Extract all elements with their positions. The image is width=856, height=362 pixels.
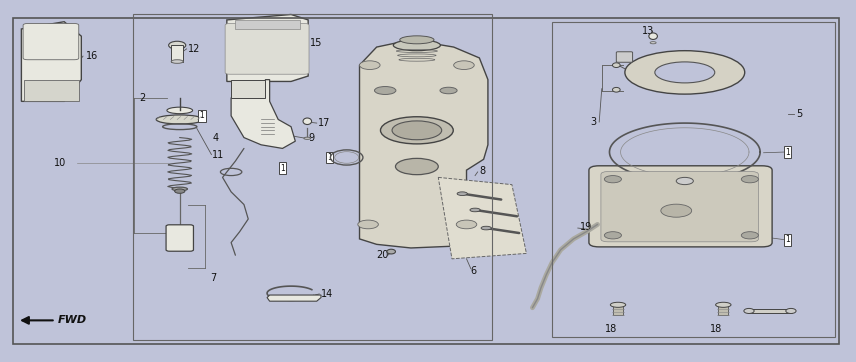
Text: 8: 8 [479,166,485,176]
Ellipse shape [470,208,480,212]
Ellipse shape [610,302,626,307]
FancyBboxPatch shape [23,24,79,60]
Ellipse shape [395,159,438,175]
Circle shape [456,220,477,229]
Text: 3: 3 [591,117,597,127]
Text: 9: 9 [308,133,314,143]
Text: 6: 6 [471,266,477,277]
Text: 5: 5 [796,109,802,119]
Text: 1: 1 [199,111,205,120]
Text: 11: 11 [212,150,224,160]
Ellipse shape [649,33,657,39]
Circle shape [360,61,380,70]
Ellipse shape [625,51,745,94]
Bar [749,309,792,313]
Bar [235,20,300,29]
Text: 7: 7 [210,273,216,283]
Ellipse shape [169,41,186,49]
Ellipse shape [374,87,395,94]
Text: 12: 12 [188,44,200,54]
Polygon shape [227,14,308,81]
Circle shape [604,176,621,183]
Ellipse shape [655,62,715,83]
Ellipse shape [172,187,187,191]
Ellipse shape [400,36,434,44]
Polygon shape [267,295,321,301]
Polygon shape [438,177,526,259]
Ellipse shape [440,87,457,94]
Ellipse shape [303,118,312,125]
Ellipse shape [612,88,620,92]
Text: 1: 1 [785,148,790,156]
Ellipse shape [651,42,656,44]
Ellipse shape [481,226,491,230]
Text: 17: 17 [318,118,330,128]
Text: 2: 2 [140,93,146,103]
Circle shape [358,220,378,229]
Ellipse shape [304,137,311,139]
Circle shape [175,189,185,193]
FancyBboxPatch shape [225,24,309,74]
Ellipse shape [393,40,440,51]
Text: 4: 4 [212,132,218,143]
Text: 13: 13 [642,26,654,36]
Circle shape [676,177,693,185]
Text: 1: 1 [785,235,790,244]
Polygon shape [231,80,295,148]
Text: 15: 15 [310,38,322,49]
Text: 19: 19 [580,222,591,232]
Circle shape [454,61,474,70]
Ellipse shape [716,302,731,307]
Bar [24,80,79,101]
Circle shape [741,176,758,183]
Ellipse shape [387,249,395,254]
FancyBboxPatch shape [601,172,758,242]
Text: 16: 16 [86,51,98,61]
Ellipse shape [612,63,620,68]
FancyBboxPatch shape [166,225,193,251]
Circle shape [741,232,758,239]
Ellipse shape [744,308,754,313]
Polygon shape [360,40,488,248]
Ellipse shape [380,117,454,144]
FancyBboxPatch shape [616,52,633,62]
Text: 18: 18 [710,324,722,334]
Circle shape [604,232,621,239]
Text: 18: 18 [605,324,617,334]
Text: FWD: FWD [58,315,87,325]
Bar [552,22,835,337]
Text: 20: 20 [377,250,389,260]
FancyBboxPatch shape [589,166,772,247]
Bar [171,45,183,62]
Bar [133,14,492,340]
Text: 1: 1 [280,164,285,173]
Circle shape [661,204,692,217]
Ellipse shape [392,121,442,140]
Text: 10: 10 [54,158,66,168]
Ellipse shape [156,115,203,124]
Polygon shape [21,22,81,101]
Bar [231,80,265,98]
Ellipse shape [167,107,193,114]
Ellipse shape [457,192,467,195]
Ellipse shape [171,60,183,63]
Bar [613,304,623,315]
Text: 1: 1 [327,153,332,162]
Bar [718,304,728,315]
Text: 14: 14 [321,289,333,299]
Ellipse shape [786,308,796,313]
